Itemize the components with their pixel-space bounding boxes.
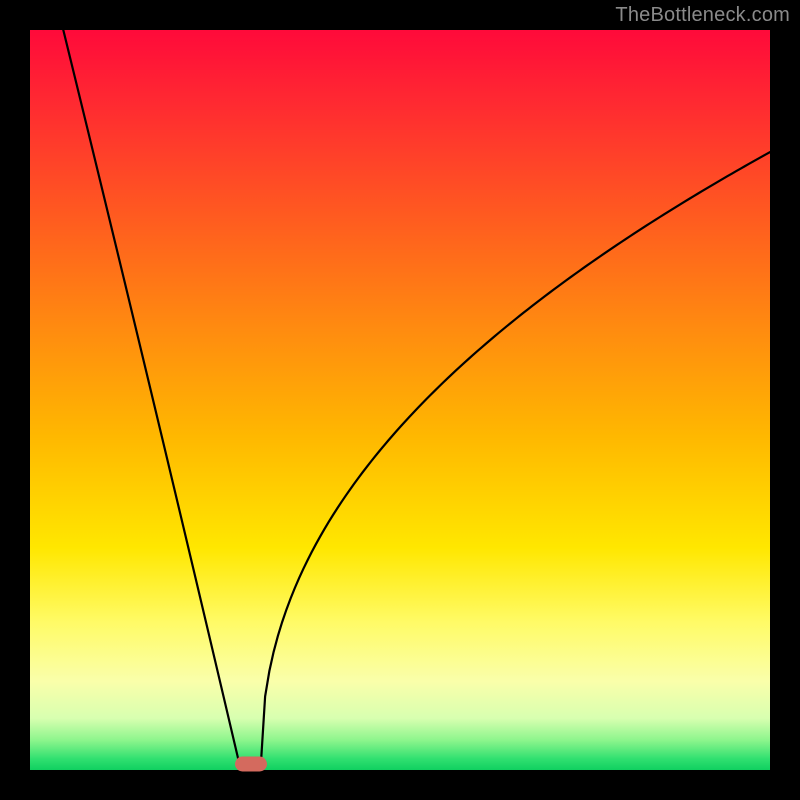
plot-area — [30, 30, 770, 770]
gradient-background — [30, 30, 770, 770]
stage: TheBottleneck.com — [0, 0, 800, 800]
optimal-point-marker — [235, 757, 267, 772]
bottleneck-curve-chart — [30, 30, 770, 770]
watermark-text: TheBottleneck.com — [615, 4, 790, 27]
